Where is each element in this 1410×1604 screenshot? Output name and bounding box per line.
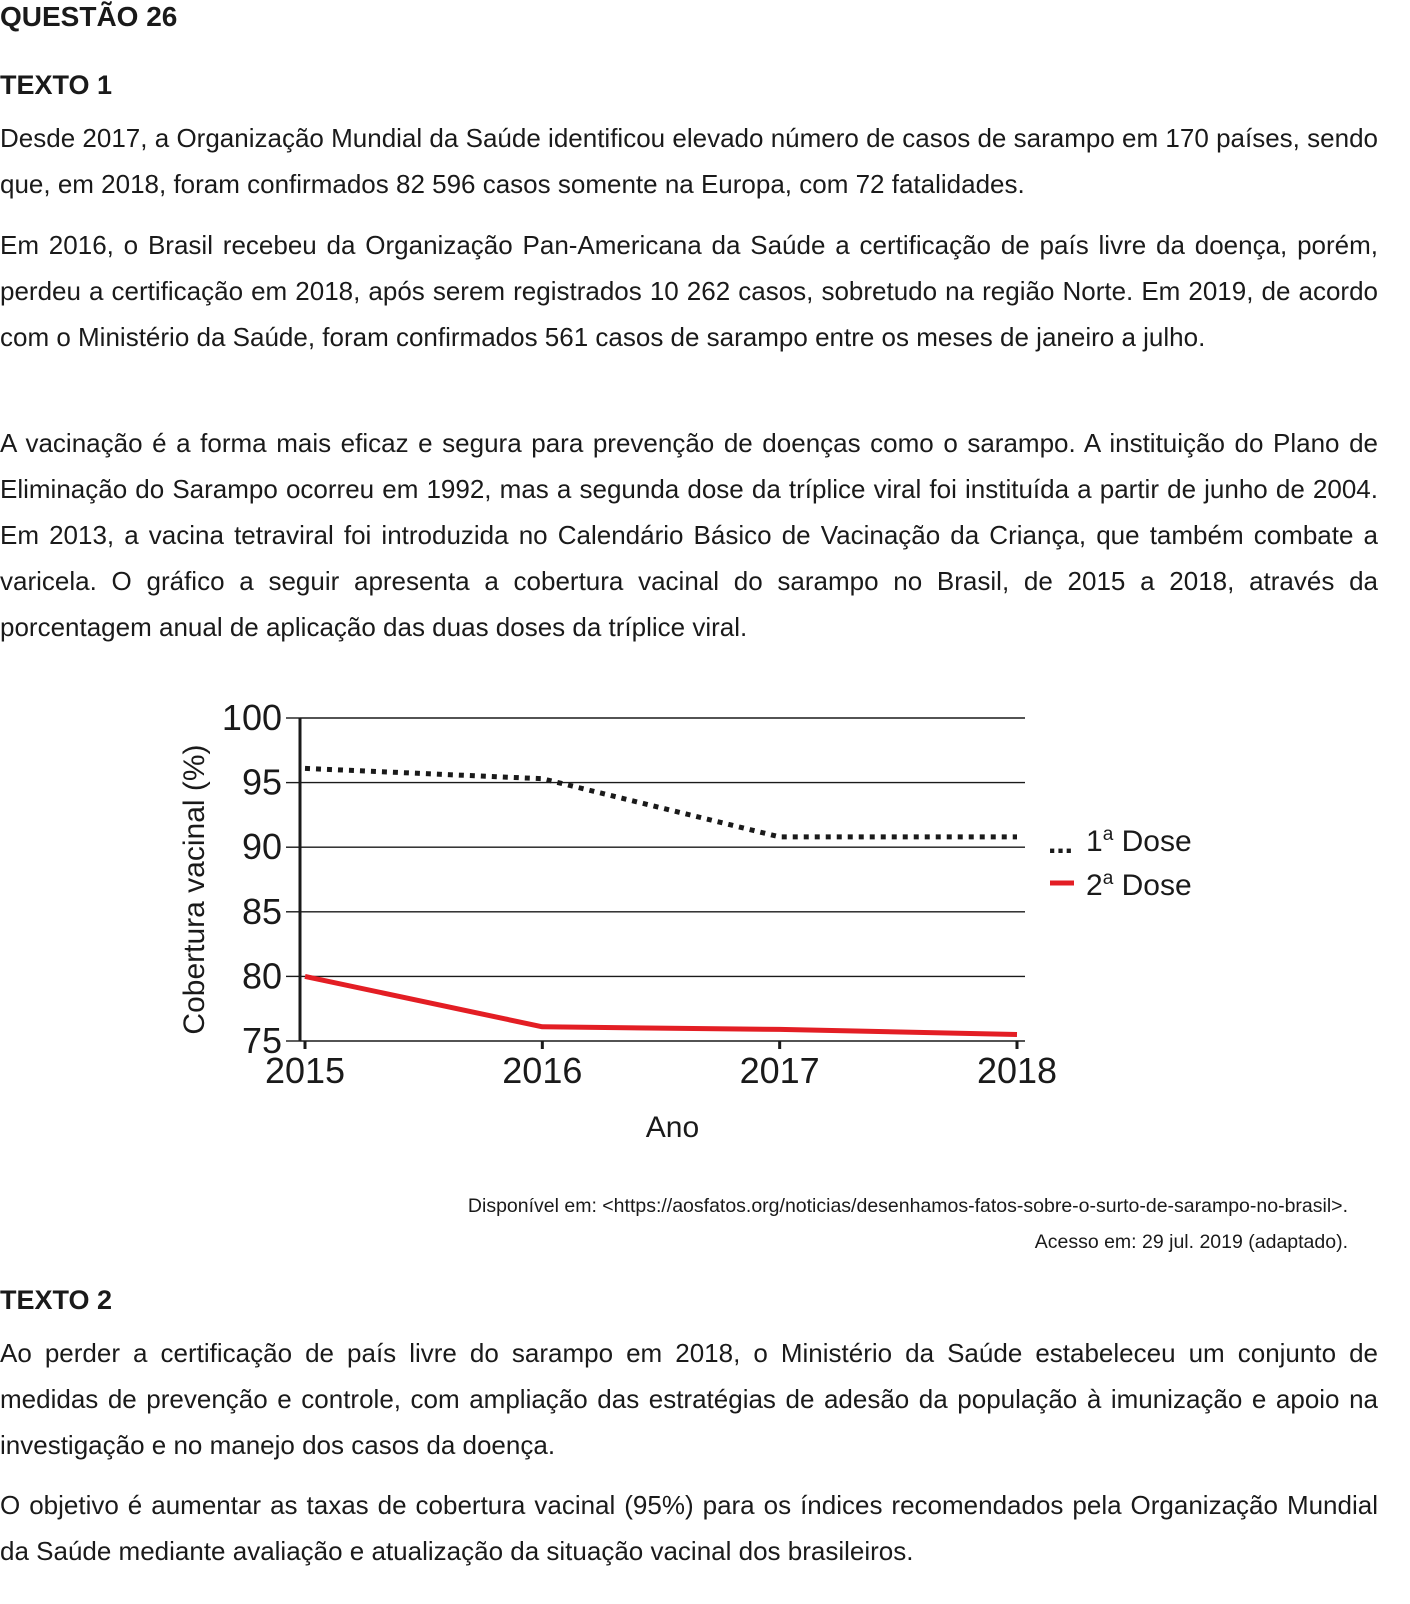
x-tick-label: 2016 — [502, 1050, 582, 1091]
text1-paragraph-1: Desde 2017, a Organização Mundial da Saú… — [0, 123, 1378, 199]
y-tick-label: 85 — [242, 891, 282, 932]
x-tick-label: 2018 — [977, 1050, 1057, 1091]
y-tick-label: 80 — [242, 955, 282, 996]
legend-label-2: 2a Dose — [1086, 868, 1192, 902]
vaccination-coverage-chart: 75 80 85 90 95 100 2015 2016 2017 2018 Ano Cobertur… — [170, 685, 1230, 1165]
source-citation: Disponível em: <https://aosfatos.org/not… — [467, 1195, 1348, 1217]
x-tick-label: 2017 — [740, 1050, 820, 1091]
text1-paragraph-2: Em 2016, o Brasil recebeu da Organização… — [0, 230, 1378, 352]
x-tick-label: 2015 — [265, 1050, 345, 1091]
text2-paragraph-1: Ao perder a certificação de país livre d… — [0, 1338, 1378, 1460]
y-tick-label: 75 — [242, 1020, 282, 1061]
legend-label-1: 1a Dose — [1086, 824, 1192, 858]
series-line-1 — [304, 765, 1017, 840]
text1-heading: TEXTO 1 — [0, 70, 113, 100]
y-axis-title: Cobertura vacinal (%) — [178, 744, 211, 1034]
y-tick-label: 100 — [222, 697, 282, 738]
x-axis-title: Ano — [646, 1111, 699, 1144]
series-line-2 — [304, 973, 1018, 1037]
question-title: QUESTÃO 26 — [0, 1, 178, 32]
text2-paragraph-2: O objetivo é aumentar as taxas de cobert… — [0, 1490, 1378, 1566]
text1-paragraph-3: A vacinação é a forma mais eficaz e segu… — [0, 428, 1378, 642]
y-tick-label: 90 — [242, 826, 282, 867]
chart-svg: 75 80 85 90 95 100 2015 2016 2017 2018 Ano Cobertur… — [178, 697, 1192, 1144]
y-tick-label: 95 — [242, 762, 282, 803]
legend-marker-1: ... — [1048, 827, 1073, 860]
source-access-date: Acesso em: 29 jul. 2019 (adaptado). — [1034, 1231, 1348, 1253]
text2-heading: TEXTO 2 — [0, 1285, 113, 1315]
